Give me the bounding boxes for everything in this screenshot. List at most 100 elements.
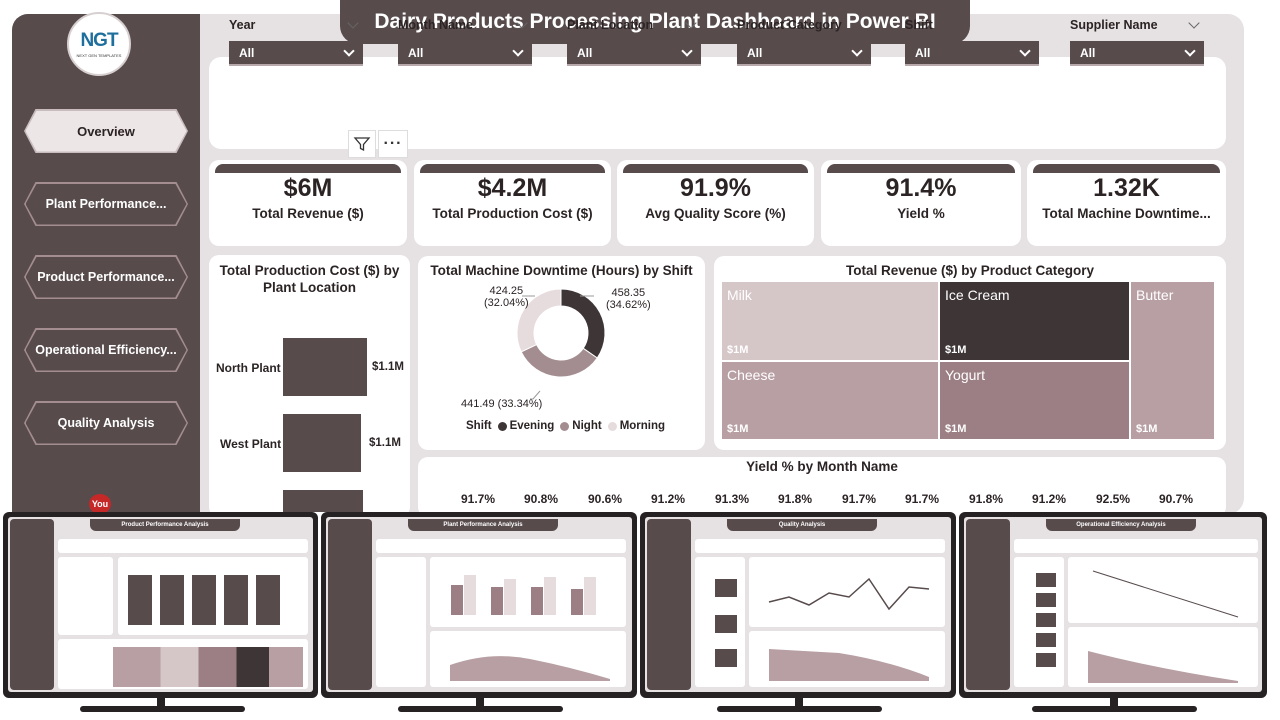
filter-label: Plant Location bbox=[567, 18, 654, 32]
yield-value: 91.2% bbox=[1032, 492, 1067, 506]
cell-value: $1M bbox=[945, 423, 967, 435]
donut-slice-evening[interactable] bbox=[560, 288, 606, 359]
kpi-value: $4.2M bbox=[477, 174, 548, 202]
chart-title: Total Machine Downtime (Hours) by Shift bbox=[430, 263, 693, 278]
legend-item-evening[interactable]: Evening bbox=[497, 420, 555, 432]
filter-year: Year All bbox=[229, 17, 363, 66]
yield-value: 90.7% bbox=[1159, 492, 1194, 506]
thumbnail-quality-analysis[interactable]: Quality Analysis bbox=[640, 512, 956, 698]
yield-value: 90.6% bbox=[588, 492, 623, 506]
kpi-label: Total Machine Downtime... bbox=[1042, 206, 1211, 221]
month-name-select[interactable]: All bbox=[398, 41, 532, 66]
downtime-by-shift-panel: Total Machine Downtime (Hours) by Shift bbox=[418, 256, 705, 450]
nav-label: Plant Performance... bbox=[45, 197, 167, 211]
kpi-total-machine-downtime: 1.32K Total Machine Downtime... bbox=[1027, 160, 1226, 246]
slice-percent: (32.04%) bbox=[484, 297, 529, 309]
legend-item-morning[interactable]: Morning bbox=[607, 420, 666, 432]
slice-value: 458.35 bbox=[611, 287, 646, 299]
treemap-cell-ice-cream[interactable]: Ice Cream $1M bbox=[940, 282, 1129, 360]
yield-value: 91.7% bbox=[905, 492, 940, 506]
bar-data-label: $1.1M bbox=[369, 437, 401, 449]
kpi-value: $6M bbox=[283, 174, 333, 202]
legend-item-night[interactable]: Night bbox=[560, 420, 602, 432]
slice-label-morning: 424.25 (32.04%) bbox=[484, 285, 529, 309]
chevron-down-icon bbox=[343, 44, 355, 57]
chevron-down-icon bbox=[512, 44, 524, 57]
select-value: All bbox=[1080, 45, 1096, 60]
legend-label: Evening bbox=[509, 420, 555, 432]
kpi-label: Avg Quality Score (%) bbox=[645, 206, 786, 221]
treemap-cell-cheese[interactable]: Cheese $1M bbox=[722, 362, 938, 439]
chart-title: Yield % by Month Name bbox=[746, 459, 898, 474]
supplier-name-select[interactable]: All bbox=[1070, 41, 1204, 66]
kpi-label: Yield % bbox=[897, 206, 945, 221]
chevron-down-icon[interactable] bbox=[347, 17, 359, 29]
logo-mark: NGT bbox=[80, 30, 118, 51]
filter-label: Shift bbox=[905, 18, 933, 32]
chart-title: Total Production Cost ($) by Plant Locat… bbox=[219, 263, 400, 295]
kpi-label: Total Production Cost ($) bbox=[432, 206, 593, 221]
filter-plant-location: Plant Location All bbox=[567, 17, 701, 66]
bar-west-plant[interactable] bbox=[283, 414, 361, 472]
cell-value: $1M bbox=[1136, 423, 1158, 435]
cell-name: Butter bbox=[1136, 287, 1174, 303]
yield-value: 90.8% bbox=[524, 492, 559, 506]
filter-label: Month Name bbox=[398, 18, 473, 32]
yield-by-month-panel: Yield % by Month Name bbox=[418, 457, 1226, 517]
donut-slice-morning[interactable] bbox=[516, 288, 562, 353]
yield-value: 91.8% bbox=[778, 492, 813, 506]
legend-dot-icon bbox=[560, 421, 570, 431]
nav-product-performance-button[interactable]: Product Performance... bbox=[24, 255, 188, 299]
legend-label: Morning bbox=[619, 420, 666, 432]
youtube-icon[interactable]: You bbox=[89, 494, 111, 514]
chevron-down-icon[interactable] bbox=[516, 17, 528, 29]
cell-name: Yogurt bbox=[945, 367, 985, 383]
kpi-avg-quality-score: 91.9% Avg Quality Score (%) bbox=[617, 160, 814, 246]
thumbnail-title: Quality Analysis bbox=[727, 519, 877, 531]
legend-label: Night bbox=[572, 420, 602, 432]
filter-label: Product Category bbox=[737, 18, 842, 32]
more-options-button[interactable]: ··· bbox=[378, 130, 408, 158]
kpi-yield: 91.4% Yield % bbox=[821, 160, 1021, 246]
cell-name: Ice Cream bbox=[945, 287, 1010, 303]
logo-subtitle: NEXT GEN TEMPLATES bbox=[76, 53, 122, 58]
thumbnail-title: Operational Efficiency Analysis bbox=[1046, 519, 1196, 531]
treemap-cell-butter[interactable]: Butter $1M bbox=[1131, 282, 1214, 439]
product-category-select[interactable]: All bbox=[737, 41, 871, 66]
bar-partial[interactable] bbox=[283, 490, 363, 512]
thumbnail-title: Plant Performance Analysis bbox=[408, 519, 558, 531]
legend-dot-icon bbox=[607, 421, 617, 431]
filter-product-category: Product Category All bbox=[737, 18, 871, 66]
filter-supplier-name: Supplier Name All bbox=[1070, 17, 1204, 66]
chevron-down-icon bbox=[1019, 44, 1031, 57]
cell-name: Cheese bbox=[727, 367, 776, 383]
plant-location-select[interactable]: All bbox=[567, 41, 701, 66]
nav-operational-efficiency-button[interactable]: Operational Efficiency... bbox=[24, 328, 188, 372]
bar-category-label: North Plant bbox=[216, 361, 281, 375]
treemap-cell-milk[interactable]: Milk $1M bbox=[722, 282, 938, 360]
yield-value: 91.2% bbox=[651, 492, 686, 506]
shift-select[interactable]: All bbox=[905, 41, 1039, 66]
chart-title: Total Revenue ($) by Product Category bbox=[845, 263, 1095, 278]
bar-category-label: West Plant bbox=[220, 437, 282, 451]
nav-label: Quality Analysis bbox=[57, 416, 155, 430]
filter-label: Year bbox=[229, 18, 256, 32]
select-value: All bbox=[747, 45, 763, 60]
treemap-cell-yogurt[interactable]: Yogurt $1M bbox=[940, 362, 1129, 439]
nav-plant-performance-button[interactable]: Plant Performance... bbox=[24, 182, 188, 226]
thumbnail-plant-performance[interactable]: Plant Performance Analysis bbox=[321, 512, 637, 698]
slice-percent: (33.34%) bbox=[497, 398, 543, 410]
thumbnail-operational-efficiency[interactable]: Operational Efficiency Analysis bbox=[959, 512, 1267, 698]
chevron-down-icon[interactable] bbox=[1188, 17, 1200, 29]
bar-north-plant[interactable] bbox=[283, 338, 367, 396]
chevron-down-icon[interactable] bbox=[685, 17, 697, 29]
select-value: All bbox=[408, 45, 424, 60]
bar-data-label: $1.1M bbox=[372, 361, 404, 373]
nav-quality-analysis-button[interactable]: Quality Analysis bbox=[24, 401, 188, 445]
legend-title: Shift bbox=[466, 420, 492, 432]
thumbnail-product-performance[interactable]: Product Performance Analysis bbox=[3, 512, 318, 698]
filter-icon[interactable] bbox=[348, 130, 376, 158]
leader-line bbox=[530, 390, 541, 400]
year-select[interactable]: All bbox=[229, 41, 363, 66]
nav-overview-button[interactable]: Overview bbox=[24, 109, 188, 153]
